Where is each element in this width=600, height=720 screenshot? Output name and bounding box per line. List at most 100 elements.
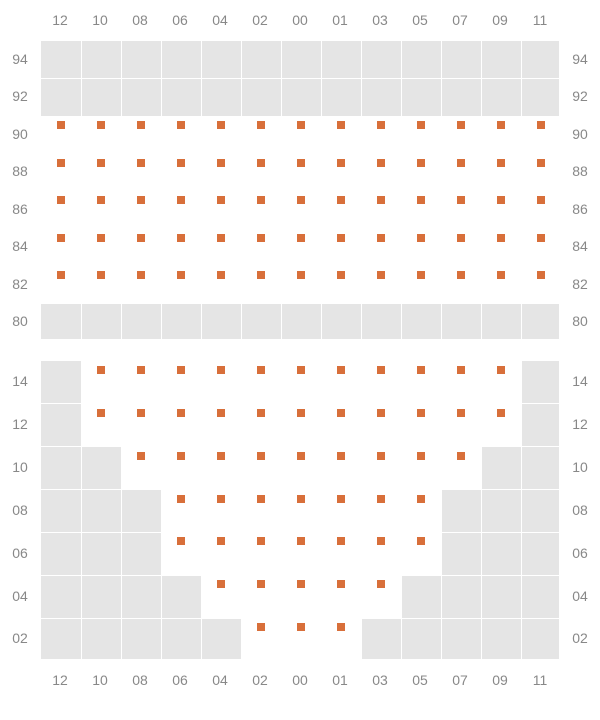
seat[interactable] <box>41 154 81 192</box>
seat[interactable] <box>161 154 201 192</box>
seat[interactable] <box>321 154 361 192</box>
seat[interactable] <box>481 361 521 404</box>
seat[interactable] <box>321 191 361 229</box>
seat[interactable] <box>321 490 361 533</box>
seat[interactable] <box>121 229 161 267</box>
seat[interactable] <box>241 266 281 304</box>
seat[interactable] <box>81 229 121 267</box>
seat[interactable] <box>361 575 401 618</box>
seat[interactable] <box>121 404 161 447</box>
seat[interactable] <box>441 154 481 192</box>
seat[interactable] <box>441 447 481 490</box>
seat[interactable] <box>281 361 321 404</box>
seat[interactable] <box>281 404 321 447</box>
seat[interactable] <box>241 490 281 533</box>
seat[interactable] <box>241 191 281 229</box>
seat[interactable] <box>361 116 401 154</box>
seat[interactable] <box>201 532 241 575</box>
seat[interactable] <box>321 361 361 404</box>
seat[interactable] <box>241 361 281 404</box>
seat[interactable] <box>281 575 321 618</box>
seat[interactable] <box>401 154 441 192</box>
seat[interactable] <box>241 575 281 618</box>
seat[interactable] <box>161 116 201 154</box>
seat[interactable] <box>481 266 521 304</box>
seat[interactable] <box>201 404 241 447</box>
seat[interactable] <box>441 116 481 154</box>
seat[interactable] <box>481 229 521 267</box>
seat[interactable] <box>441 229 481 267</box>
seat[interactable] <box>401 490 441 533</box>
seat[interactable] <box>41 191 81 229</box>
seat[interactable] <box>81 361 121 404</box>
seat[interactable] <box>81 266 121 304</box>
seat[interactable] <box>201 447 241 490</box>
seat[interactable] <box>401 532 441 575</box>
seat[interactable] <box>401 191 441 229</box>
seat[interactable] <box>361 191 401 229</box>
seat[interactable] <box>201 361 241 404</box>
seat[interactable] <box>81 191 121 229</box>
seat[interactable] <box>121 361 161 404</box>
seat[interactable] <box>121 447 161 490</box>
seat[interactable] <box>201 191 241 229</box>
seat[interactable] <box>161 191 201 229</box>
seat[interactable] <box>41 266 81 304</box>
seat[interactable] <box>281 154 321 192</box>
seat[interactable] <box>441 361 481 404</box>
seat[interactable] <box>241 154 281 192</box>
seat[interactable] <box>161 404 201 447</box>
seat[interactable] <box>401 229 441 267</box>
seat[interactable] <box>321 447 361 490</box>
seat[interactable] <box>81 404 121 447</box>
seat[interactable] <box>321 266 361 304</box>
seat[interactable] <box>401 266 441 304</box>
seat[interactable] <box>241 447 281 490</box>
seat[interactable] <box>521 116 561 154</box>
seat[interactable] <box>161 532 201 575</box>
seat[interactable] <box>441 191 481 229</box>
seat[interactable] <box>321 618 361 661</box>
seat[interactable] <box>281 116 321 154</box>
seat[interactable] <box>241 116 281 154</box>
seat[interactable] <box>361 154 401 192</box>
seat[interactable] <box>521 229 561 267</box>
seat[interactable] <box>81 116 121 154</box>
seat[interactable] <box>361 532 401 575</box>
seat[interactable] <box>241 618 281 661</box>
seat[interactable] <box>41 229 81 267</box>
seat[interactable] <box>121 116 161 154</box>
seat[interactable] <box>441 266 481 304</box>
seat[interactable] <box>161 266 201 304</box>
seat[interactable] <box>441 404 481 447</box>
seat[interactable] <box>241 532 281 575</box>
seat[interactable] <box>161 361 201 404</box>
seat[interactable] <box>281 618 321 661</box>
seat[interactable] <box>361 447 401 490</box>
seat[interactable] <box>121 266 161 304</box>
seat[interactable] <box>121 154 161 192</box>
seat[interactable] <box>481 116 521 154</box>
seat[interactable] <box>201 116 241 154</box>
seat[interactable] <box>361 266 401 304</box>
seat[interactable] <box>521 266 561 304</box>
seat[interactable] <box>481 191 521 229</box>
seat[interactable] <box>481 154 521 192</box>
seat[interactable] <box>361 229 401 267</box>
seat[interactable] <box>401 447 441 490</box>
seat[interactable] <box>281 266 321 304</box>
seat[interactable] <box>481 404 521 447</box>
seat[interactable] <box>401 361 441 404</box>
seat[interactable] <box>281 532 321 575</box>
seat[interactable] <box>281 229 321 267</box>
seat[interactable] <box>241 229 281 267</box>
seat[interactable] <box>81 154 121 192</box>
seat[interactable] <box>201 154 241 192</box>
seat[interactable] <box>321 116 361 154</box>
seat[interactable] <box>121 191 161 229</box>
seat[interactable] <box>161 447 201 490</box>
seat[interactable] <box>321 532 361 575</box>
seat[interactable] <box>201 229 241 267</box>
seat[interactable] <box>321 575 361 618</box>
seat[interactable] <box>321 229 361 267</box>
